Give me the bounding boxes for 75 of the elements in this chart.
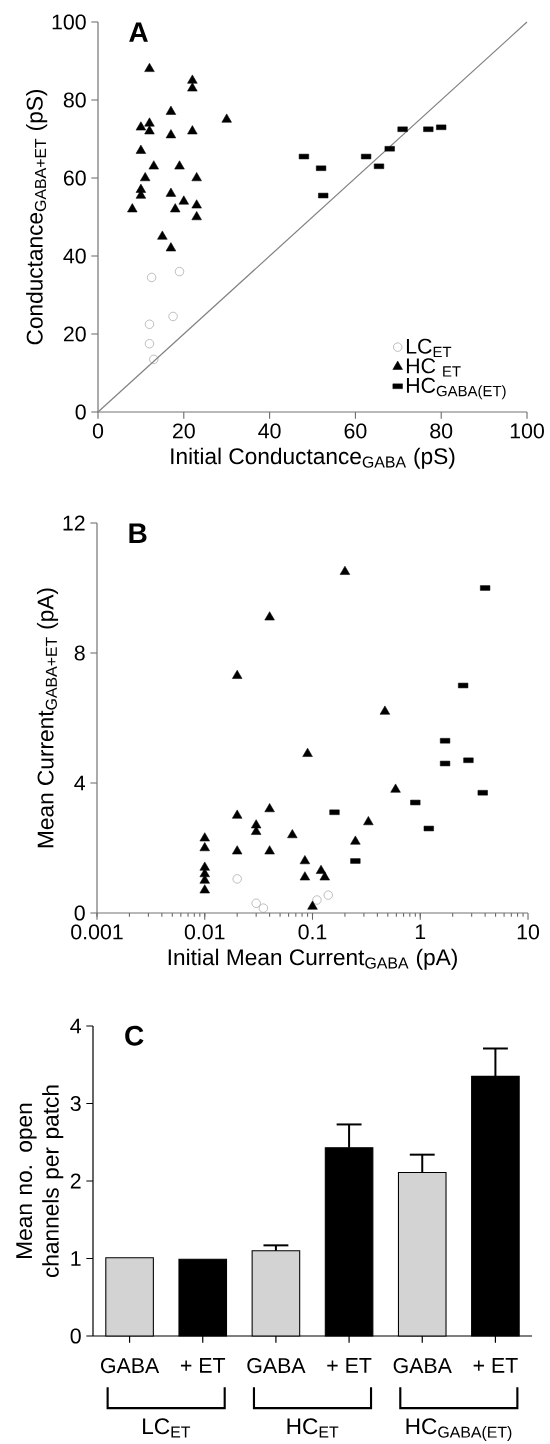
x-tick-label: 20 bbox=[173, 423, 195, 439]
point bbox=[174, 160, 185, 170]
point bbox=[165, 129, 177, 139]
legend-label: HC $_{ET}$ bbox=[406, 358, 461, 377]
y-tick-label: 3 bbox=[70, 1095, 81, 1112]
x-tick-label: 100 bbox=[510, 423, 544, 439]
chart-title: C bbox=[125, 1025, 144, 1046]
x-axis-title: Initial Conductance$_{GABA}$ (pS) bbox=[171, 447, 455, 469]
point bbox=[144, 117, 155, 127]
y-tick-label: 60 bbox=[63, 170, 86, 186]
y-tick-label: 0 bbox=[74, 905, 85, 921]
y-tick-label: 100 bbox=[52, 14, 86, 30]
point bbox=[187, 74, 198, 84]
x-tick-label: + ET bbox=[327, 1358, 372, 1373]
text: HC$_{GABA(ET)}$ bbox=[406, 1418, 512, 1441]
point bbox=[148, 160, 159, 170]
y-tick-label: 2 bbox=[70, 1173, 81, 1189]
text: HC$_{ET}$ bbox=[287, 1418, 339, 1438]
y-tick-label: 12 bbox=[63, 515, 85, 531]
y-tick-label: 4 bbox=[74, 775, 86, 791]
y-tick-label: 0 bbox=[70, 1328, 81, 1344]
x-tick-label: + ET bbox=[180, 1358, 226, 1373]
x-tick-label: GABA bbox=[101, 1358, 160, 1374]
point bbox=[144, 125, 155, 135]
y-tick-label: 4 bbox=[70, 1018, 81, 1034]
legend-label: HC$_{GABA(ET)}$ bbox=[406, 377, 506, 400]
x-tick-label: + ET bbox=[473, 1358, 518, 1373]
point bbox=[165, 187, 177, 197]
point bbox=[221, 113, 232, 123]
chart-title: A bbox=[129, 22, 148, 42]
point bbox=[174, 267, 185, 277]
text: LC$_{ET}$ bbox=[143, 1418, 191, 1438]
point bbox=[165, 105, 177, 115]
point bbox=[165, 242, 177, 252]
x-tick-label: 0.1 bbox=[298, 924, 327, 940]
point bbox=[144, 319, 155, 329]
point bbox=[191, 172, 202, 182]
x-tick-label: 0.001 bbox=[71, 924, 123, 940]
point bbox=[170, 203, 181, 213]
x-tick-label: 10 bbox=[517, 924, 540, 940]
legend-label: LC$_{ET}$ bbox=[406, 338, 452, 358]
y-tick-label: 20 bbox=[63, 326, 86, 342]
y-tick-label: 0 bbox=[75, 404, 86, 420]
point bbox=[140, 172, 151, 182]
point bbox=[187, 125, 198, 135]
x-tick-label: 0.01 bbox=[184, 924, 225, 940]
x-tick-label: GABA bbox=[393, 1358, 452, 1374]
point bbox=[127, 203, 138, 213]
x-axis-title: Initial Mean Current$_{GABA}$ (pA) bbox=[168, 948, 457, 970]
point bbox=[157, 230, 168, 240]
x-tick-label: 80 bbox=[430, 423, 453, 439]
y-axis-title: Mean Current$_{GABA+ET}$ (pA) bbox=[36, 588, 59, 848]
point bbox=[191, 211, 202, 221]
y-tick-label: 40 bbox=[63, 248, 86, 264]
y-tick-label: 8 bbox=[74, 645, 85, 661]
x-tick-label: 40 bbox=[258, 423, 281, 439]
x-tick-label: 60 bbox=[344, 423, 367, 439]
point bbox=[147, 272, 157, 282]
point bbox=[191, 199, 202, 209]
point bbox=[178, 195, 189, 205]
y-axis-title: Mean no. open channels per patch bbox=[16, 1085, 64, 1278]
point bbox=[187, 82, 198, 92]
x-tick-label: 0 bbox=[92, 423, 104, 439]
point bbox=[135, 121, 147, 131]
y-tick-label: 80 bbox=[63, 92, 86, 108]
x-tick-label: GABA bbox=[247, 1358, 306, 1374]
x-tick-label: 1 bbox=[415, 924, 426, 940]
point bbox=[144, 339, 155, 349]
point bbox=[149, 354, 159, 364]
point bbox=[168, 311, 178, 321]
y-axis-title: Conductance$_{GABA+ET}$ (pS) bbox=[26, 89, 48, 345]
point bbox=[135, 144, 147, 154]
chart-title: B bbox=[129, 523, 147, 543]
y-tick-label: 1 bbox=[71, 1251, 81, 1266]
point bbox=[144, 62, 155, 72]
